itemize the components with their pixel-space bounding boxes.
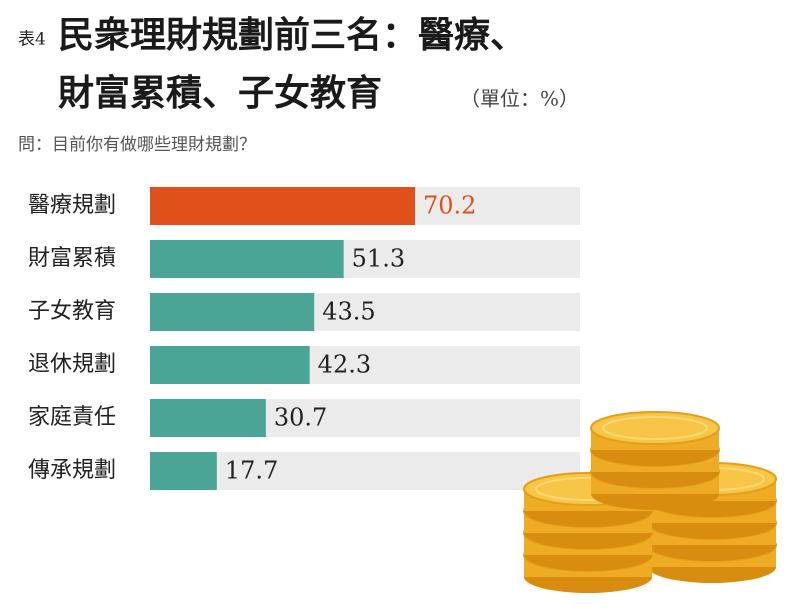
- value-label: 43.5: [322, 298, 375, 326]
- bar: [150, 346, 310, 384]
- category-label: 子女教育: [28, 299, 116, 324]
- title-line: 民衆理財規劃前三名：醫療、: [58, 14, 526, 56]
- title-line: 財富累積、子女教育: [58, 72, 382, 114]
- category-label: 家庭責任: [28, 405, 116, 430]
- bar: [150, 187, 416, 225]
- bar: [150, 293, 315, 331]
- subtitle: 問：目前你有做哪些理財規劃？: [18, 135, 256, 155]
- bar-track: [150, 452, 580, 490]
- bar: [150, 240, 344, 278]
- bars: 醫療規劃 70.2 財富累積 51.3 子女教育 43.5 退休規劃 42.3 家庭責任 30.7…: [28, 187, 580, 490]
- category-label: 傳承規劃: [28, 458, 116, 483]
- value-label: 17.7: [225, 457, 278, 485]
- value-label: 70.2: [423, 192, 476, 220]
- value-label: 30.7: [274, 404, 327, 432]
- value-label: 51.3: [352, 245, 405, 273]
- category-label: 醫療規劃: [28, 193, 116, 218]
- table-label: 表4: [18, 30, 46, 50]
- unit-note: （單位：%）: [460, 87, 579, 111]
- bar: [150, 399, 266, 437]
- coins-decoration: [523, 411, 777, 593]
- value-label: 42.3: [318, 351, 371, 379]
- category-label: 財富累積: [28, 246, 116, 271]
- bar: [150, 452, 217, 490]
- coin-rim: [602, 416, 708, 440]
- category-label: 退休規劃: [28, 352, 116, 377]
